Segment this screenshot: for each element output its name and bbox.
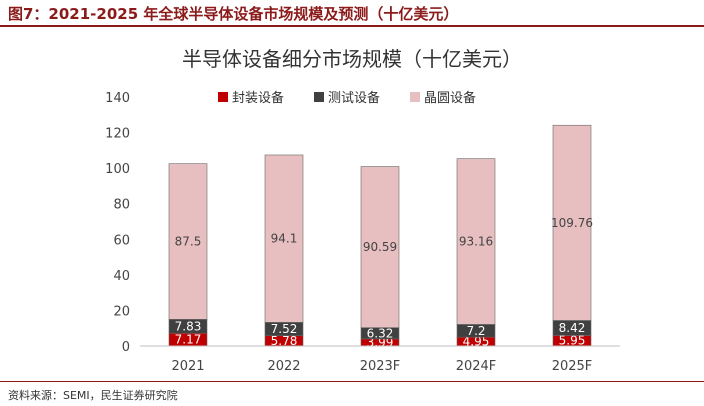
data-label-packaging-2022: 5.78: [271, 334, 298, 348]
data-label-testing-2025F: 8.42: [559, 321, 586, 335]
data-label-testing-2022: 7.52: [271, 322, 298, 336]
legend-swatch-wafer: [410, 92, 420, 102]
bar-wafer-2023F: [360, 166, 400, 328]
y-tick-label: 40: [113, 269, 130, 284]
bars: 7.177.8387.55.787.5294.13.996.3290.594.9…: [168, 124, 593, 349]
legend-label-packaging: 封装设备: [232, 90, 284, 106]
figure-title-bar: 图7：2021-2025 年全球半导体设备市场规模及预测（十亿美元）: [0, 0, 704, 27]
y-tick-label: 80: [113, 198, 130, 213]
data-label-wafer-2023F: 90.59: [363, 240, 397, 254]
figure-title: 图7：2021-2025 年全球半导体设备市场规模及预测（十亿美元）: [8, 5, 459, 23]
legend-swatch-testing: [314, 92, 324, 102]
y-tick-label: 60: [113, 233, 130, 248]
legend-swatch-packaging: [218, 92, 228, 102]
legend-label-testing: 测试设备: [328, 90, 380, 106]
bar-wafer-2025F: [552, 124, 592, 321]
data-label-packaging-2025F: 5.95: [559, 334, 586, 348]
bar-wafer-2024F: [456, 158, 496, 325]
data-label-wafer-2025F: 109.76: [551, 216, 593, 230]
x-axis: 2021 2022 2023F 2024F 2025F: [140, 345, 620, 374]
source-note: 资料来源：SEMI，民生证券研究院: [8, 389, 178, 402]
y-tick-label: 100: [105, 162, 130, 177]
data-label-testing-2024F: 7.2: [466, 324, 485, 338]
data-label-wafer-2024F: 93.16: [459, 235, 493, 249]
data-label-packaging-2021: 7.17: [175, 333, 202, 347]
x-tick-label: 2025F: [552, 359, 593, 374]
y-axis: 0 20 40 60 80 100 120 140: [105, 91, 130, 355]
y-tick-label: 20: [113, 304, 130, 319]
y-tick-label: 140: [105, 91, 130, 106]
legend: 封装设备 测试设备 晶圆设备: [218, 90, 476, 106]
title-rule: [0, 25, 704, 27]
legend-label-wafer: 晶圆设备: [424, 90, 476, 106]
x-tick-label: 2021: [171, 359, 204, 374]
data-label-wafer-2021: 87.5: [175, 235, 202, 249]
chart-title: 半导体设备细分市场规模（十亿美元）: [182, 47, 522, 71]
y-tick-label: 120: [105, 127, 130, 142]
data-label-packaging-2024F: 4.95: [463, 335, 490, 349]
data-label-wafer-2022: 94.1: [271, 232, 298, 246]
x-tick-label: 2022: [267, 359, 300, 374]
data-label-testing-2021: 7.83: [175, 319, 202, 333]
bottom-rule: [0, 381, 704, 382]
x-tick-label: 2023F: [360, 359, 401, 374]
x-tick-label: 2024F: [456, 359, 497, 374]
bar-wafer-2022: [264, 154, 304, 323]
y-tick-label: 0: [122, 340, 130, 355]
bar-wafer-2021: [168, 163, 208, 320]
data-label-testing-2023F: 6.32: [367, 326, 394, 340]
